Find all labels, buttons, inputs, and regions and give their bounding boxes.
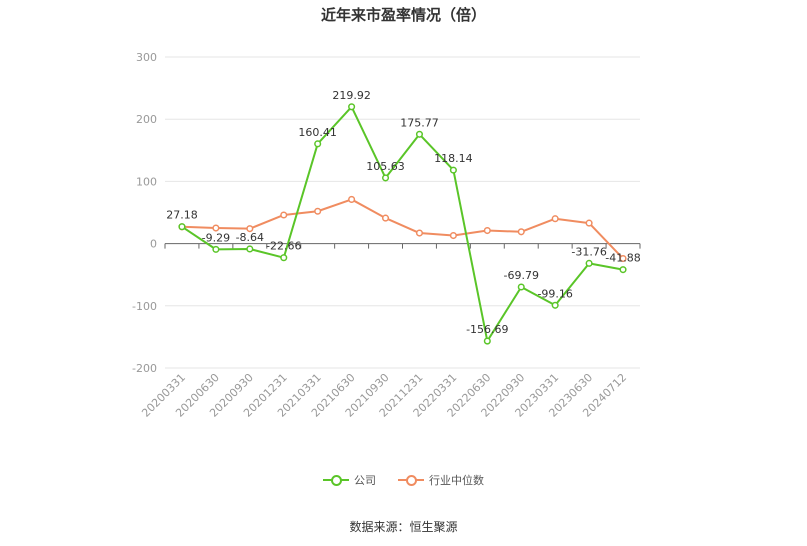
company-data-label: -99.16	[537, 287, 572, 300]
industry-point	[381, 214, 390, 222]
company-data-label: 160.41	[298, 126, 337, 139]
company-point	[314, 140, 322, 148]
legend: 公司 行业中位数	[0, 472, 807, 488]
company-data-label: 219.92	[332, 89, 371, 102]
legend-company-swatch-icon	[323, 474, 349, 486]
company-point	[415, 130, 424, 138]
data-labels: 27.18 -9.29 -8.64-22.66 160.41 219.92 105.63 1…	[166, 89, 641, 336]
industry-point	[517, 228, 525, 236]
industry-point	[212, 224, 220, 232]
company-point	[178, 223, 186, 231]
industry-point	[483, 226, 491, 235]
company-point	[280, 254, 288, 262]
industry-point	[348, 195, 356, 203]
industry-line	[181, 198, 624, 260]
series-company	[178, 103, 627, 345]
company-point	[585, 259, 593, 267]
company-line	[181, 105, 624, 343]
company-data-label: 105.63	[366, 160, 405, 173]
company-point	[246, 245, 254, 253]
industry-point	[280, 211, 288, 219]
industry-point	[415, 229, 424, 237]
legend-company-label: 公司	[354, 474, 376, 487]
company-data-label: -69.79	[504, 269, 539, 282]
industry-point	[619, 254, 627, 263]
legend-item-industry[interactable]: 行业中位数	[398, 472, 484, 488]
industry-point	[449, 231, 457, 240]
y-tick-label: 300	[136, 51, 157, 64]
company-data-label: -31.76	[571, 245, 606, 258]
industry-point	[585, 219, 593, 227]
company-point	[619, 266, 627, 274]
company-data-label: -8.64	[236, 231, 264, 244]
source-note: 数据来源：恒生聚源	[349, 520, 458, 534]
company-data-label: -22.66	[266, 240, 301, 253]
company-point	[483, 337, 491, 345]
series-industry	[178, 195, 627, 263]
industry-point	[551, 215, 559, 223]
company-point	[212, 245, 220, 253]
legend-item-company[interactable]: 公司	[323, 472, 376, 488]
company-data-label: 27.18	[166, 209, 198, 222]
y-tick-label: -200	[132, 362, 157, 375]
company-point	[517, 283, 525, 291]
y-tick-label: -100	[132, 300, 157, 313]
company-point	[348, 103, 356, 111]
company-data-label: -156.69	[466, 323, 508, 336]
company-data-label: 175.77	[400, 116, 439, 129]
company-point	[381, 174, 390, 182]
company-data-label: 118.14	[434, 152, 473, 165]
company-data-label: -9.29	[202, 231, 230, 244]
industry-point	[246, 225, 254, 233]
chart-title: 近年来市盈率情况（倍）	[320, 6, 486, 24]
company-point	[449, 166, 457, 174]
y-tick-label: 200	[136, 113, 157, 126]
y-tick-label: 100	[136, 175, 157, 188]
legend-industry-swatch-icon	[398, 474, 424, 486]
industry-point	[314, 207, 322, 215]
y-tick-label: 0	[150, 238, 157, 251]
legend-industry-label: 行业中位数	[429, 474, 484, 487]
company-data-label: -41.88	[605, 252, 640, 265]
company-point	[551, 301, 559, 309]
gridlines	[165, 56, 640, 369]
